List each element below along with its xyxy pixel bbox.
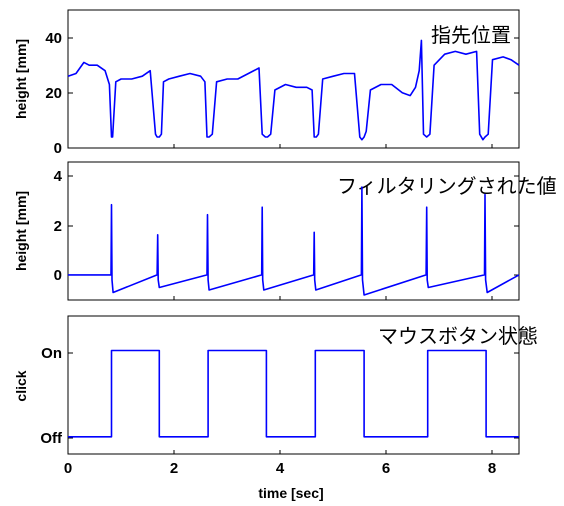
y-ticks-panel-1: 0 20 40 <box>45 30 519 157</box>
panel-mouse-button-state: Off On 0 2 4 6 8 click time [sec] マウスボタン… <box>13 316 538 501</box>
x-axis-label: time [sec] <box>258 485 323 501</box>
y-tick-label: Off <box>40 430 63 447</box>
y-axis-label: click <box>13 370 29 401</box>
y-tick-panel-2: 0 <box>54 267 519 284</box>
y-tick-label: 0 <box>54 140 62 157</box>
y-tick-panel-2: 2 <box>54 218 519 235</box>
series-line <box>68 187 519 295</box>
y-tick-panel-1: 20 <box>45 85 519 102</box>
panel-fingertip-position: 0 20 40 height [mm] 指先位置 <box>13 10 519 157</box>
panel-filtered-value: 0 2 4 height [mm] フィルタリングされた値 <box>13 162 557 300</box>
x-tick-label: 8 <box>488 460 496 477</box>
x-ticks-panel-1 <box>68 144 492 148</box>
x-tick-label: 0 <box>64 460 72 477</box>
y-tick-label: 20 <box>45 85 62 102</box>
x-tick-label: 2 <box>170 460 178 477</box>
x-tick-label: 6 <box>382 460 390 477</box>
y-tick-label: 2 <box>54 218 62 235</box>
x-ticks-panel-2 <box>68 296 492 300</box>
y-tick-label: 4 <box>54 168 63 185</box>
y-tick-label: On <box>41 345 62 362</box>
panel-annotation: マウスボタン状態 <box>378 325 538 348</box>
y-axis-label: height [mm] <box>13 39 29 119</box>
y-tick-label: 0 <box>54 267 62 284</box>
x-tick-label: 4 <box>276 460 285 477</box>
series-line <box>68 351 519 437</box>
panel-annotation: フィルタリングされた値 <box>337 175 557 198</box>
panel-annotation: 指先位置 <box>431 24 511 47</box>
y-tick-label: 40 <box>45 30 62 47</box>
y-axis-label: height [mm] <box>13 191 29 271</box>
series-line <box>68 40 519 139</box>
